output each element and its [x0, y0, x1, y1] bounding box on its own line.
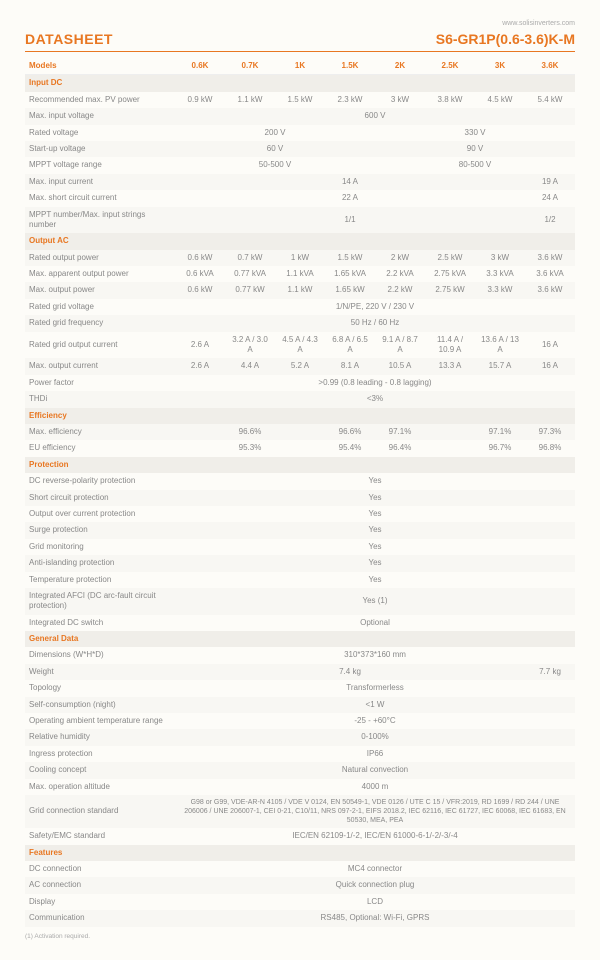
row-label: Rated grid frequency [25, 315, 175, 331]
row-label: Max. input current [25, 174, 175, 190]
row-label: MPPT voltage range [25, 157, 175, 173]
model-col: 3K [475, 58, 525, 75]
row-label: DC connection [25, 861, 175, 877]
spec-table: Models 0.6K 0.7K 1K 1.5K 2K 2.5K 3K 3.6K… [25, 58, 575, 927]
row-label: Operating ambient temperature range [25, 713, 175, 729]
footnote: (1) Activation required. [25, 933, 575, 940]
section-output-ac: Output AC [25, 233, 575, 249]
source-url: www.solisinverters.com [25, 20, 575, 27]
row-label: Safety/EMC standard [25, 828, 175, 844]
row-label: Max. apparent output power [25, 266, 175, 282]
section-protection: Protection [25, 457, 575, 473]
row-label: Cooling concept [25, 762, 175, 778]
row-label: Topology [25, 680, 175, 696]
model-col: 1.5K [325, 58, 375, 75]
section-features: Features [25, 845, 575, 861]
row-label: Max. efficiency [25, 424, 175, 440]
row-label: Integrated DC switch [25, 615, 175, 631]
row-label: Surge protection [25, 522, 175, 538]
row-label: Anti-islanding protection [25, 555, 175, 571]
row-label: Power factor [25, 375, 175, 391]
row-label: Self-consumption (night) [25, 697, 175, 713]
row-label: Max. operation altitude [25, 779, 175, 795]
model-col: 1K [275, 58, 325, 75]
model-col: 2K [375, 58, 425, 75]
row-label: Output over current protection [25, 506, 175, 522]
row-label: Integrated AFCI (DC arc-fault circuit pr… [25, 588, 175, 615]
row-label: Ingress protection [25, 746, 175, 762]
row-label: EU efficiency [25, 440, 175, 456]
row-label: Display [25, 894, 175, 910]
model-col: 2.5K [425, 58, 475, 75]
row-label: Weight [25, 664, 175, 680]
row-label: Communication [25, 910, 175, 926]
row-label: Dimensions (W*H*D) [25, 647, 175, 663]
row-label: Short circuit protection [25, 490, 175, 506]
row-label: Max. output current [25, 358, 175, 374]
section-general: General Data [25, 631, 575, 647]
row-label: Relative humidity [25, 729, 175, 745]
row-label: MPPT number/Max. input strings number [25, 207, 175, 234]
models-row: Models 0.6K 0.7K 1K 1.5K 2K 2.5K 3K 3.6K [25, 58, 575, 75]
row-label: Rated voltage [25, 125, 175, 141]
row-label: DC reverse-polarity protection [25, 473, 175, 489]
section-efficiency: Efficiency [25, 408, 575, 424]
model-col: 0.6K [175, 58, 225, 75]
model-col: 0.7K [225, 58, 275, 75]
header: DATASHEET S6-GR1P(0.6-3.6)K-M [25, 31, 575, 52]
model-title: S6-GR1P(0.6-3.6)K-M [436, 31, 575, 47]
row-label: Max. input voltage [25, 108, 175, 124]
model-col: 3.6K [525, 58, 575, 75]
row-label: Max. output power [25, 282, 175, 298]
row-label: Max. short circuit current [25, 190, 175, 206]
models-label: Models [25, 58, 175, 75]
section-input-dc: Input DC [25, 75, 575, 92]
row-label: Start-up voltage [25, 141, 175, 157]
row-label: Temperature protection [25, 572, 175, 588]
row-label: THDi [25, 391, 175, 407]
row-label: Grid connection standard [25, 795, 175, 828]
doc-title: DATASHEET [25, 31, 113, 47]
row-label: Rated output power [25, 250, 175, 266]
row-label: AC connection [25, 877, 175, 893]
row-label: Rated grid output current [25, 332, 175, 359]
row-label: Recommended max. PV power [25, 92, 175, 108]
row-label: Grid monitoring [25, 539, 175, 555]
row-label: Rated grid voltage [25, 299, 175, 315]
